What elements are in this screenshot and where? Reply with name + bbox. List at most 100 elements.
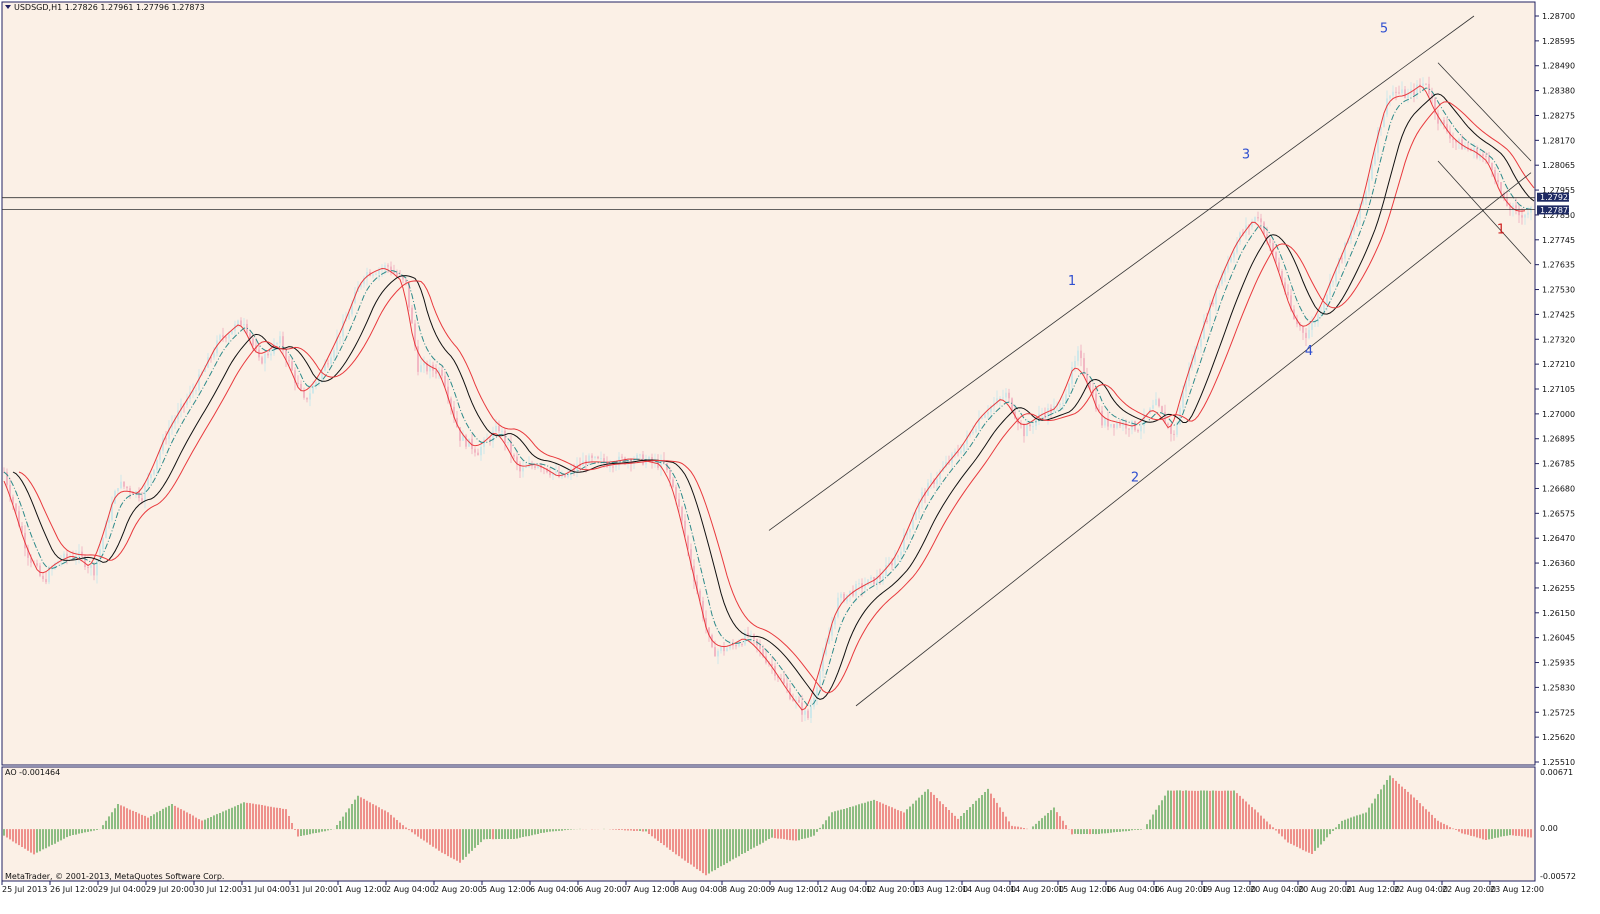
candle-body [465, 435, 467, 447]
candle-body [402, 275, 404, 280]
candle-body [1326, 294, 1328, 304]
candle-body [834, 616, 836, 625]
candle-body [1062, 403, 1064, 405]
candle-body [390, 266, 392, 272]
candle-body [564, 474, 566, 477]
candle-body [1392, 91, 1394, 96]
candle-body [972, 432, 974, 434]
candle-body [483, 439, 485, 447]
candle-body [1290, 295, 1292, 310]
time-tick-label: 22 Aug 20:00 [1442, 885, 1496, 894]
candle-body [852, 590, 854, 596]
time-tick-label: 6 Aug 04:00 [530, 885, 579, 894]
candle-body [444, 375, 446, 387]
candle-body [1233, 252, 1235, 258]
candle-body [999, 397, 1001, 399]
candle-body [1125, 422, 1127, 429]
ao-indicator-area[interactable] [1, 766, 1536, 882]
candle-body [804, 710, 806, 715]
candle-body [270, 353, 272, 356]
candle-body [1059, 403, 1061, 405]
ao-histogram [3, 775, 1532, 876]
wave-label-2: 2 [1131, 470, 1139, 485]
candle-body [828, 635, 830, 645]
price-tick-label: 1.27320 [1542, 335, 1575, 344]
price-tick-label: 1.27635 [1542, 261, 1575, 270]
candle-body [387, 265, 389, 267]
candle-body [1302, 326, 1304, 333]
candle-body [156, 459, 158, 470]
price-tick-label: 1.28595 [1542, 37, 1575, 46]
candle-body [684, 520, 686, 537]
candle-body [957, 451, 959, 453]
candle-body [108, 519, 110, 523]
candle-body [735, 645, 737, 647]
candle-body [903, 534, 905, 552]
time-axis[interactable]: 25 Jul 2013 26 Jul 12:00 29 Jul 04:00 29 Ju… [1, 881, 1544, 894]
time-tick-label: 31 Jul 20:00 [290, 885, 338, 894]
candle-body [147, 478, 149, 486]
trendlines-layer[interactable] [2, 15, 1535, 707]
price-chart-area[interactable] [1, 1, 1536, 766]
candle-body [1398, 92, 1400, 94]
candle-body [561, 474, 563, 477]
candle-body [573, 468, 575, 472]
candle-body [261, 357, 263, 364]
candle-body [1047, 408, 1049, 418]
candle-body [741, 644, 743, 646]
candle-body [96, 560, 98, 576]
candle-body [447, 386, 449, 399]
candle-body [750, 634, 752, 636]
candle-body [936, 478, 938, 484]
candle-body [1071, 367, 1073, 384]
candle-body [1272, 242, 1274, 253]
candle-body [1176, 424, 1178, 435]
candle-body [312, 385, 314, 394]
candle-body [1512, 205, 1514, 211]
candle-body [552, 472, 554, 476]
candle-body [1026, 424, 1028, 437]
candle-body [492, 431, 494, 442]
candle-body [1437, 113, 1439, 124]
candle-body [930, 480, 932, 483]
candle-body [1239, 232, 1241, 243]
candle-body [1473, 148, 1475, 151]
candle-body [324, 363, 326, 371]
candle-body [414, 323, 416, 347]
candle-body [348, 314, 350, 320]
candle-body [891, 563, 893, 566]
candle-body [1518, 208, 1520, 216]
candle-body [45, 579, 47, 583]
candle-body [1365, 191, 1367, 200]
candle-body [339, 336, 341, 338]
candle-body [30, 557, 32, 563]
candle-body [1200, 338, 1202, 347]
symbol-dropdown-icon[interactable] [5, 5, 11, 9]
candle-body [780, 678, 782, 680]
price-axis[interactable]: 1.28700 1.28595 1.28490 1.28380 1.28275 1.281… [1535, 12, 1575, 767]
candle-body [771, 663, 773, 666]
candle-body [897, 555, 899, 558]
candle-body [621, 456, 623, 458]
candle-body [954, 451, 956, 454]
candle-body [1407, 93, 1409, 98]
candle-body [159, 450, 161, 460]
candle-body [699, 590, 701, 601]
candle-body [1368, 179, 1370, 192]
candle-body [1206, 320, 1208, 322]
ao-axis-bottom: -0.00572 [1540, 872, 1576, 881]
candle-body [669, 469, 671, 480]
candle-body [1443, 119, 1445, 124]
candle-body [237, 320, 239, 325]
candle-body [843, 593, 845, 602]
candle-body [303, 390, 305, 398]
ao-axis-top: 0.00671 [1540, 768, 1573, 777]
candle-body [273, 344, 275, 354]
candle-body [981, 417, 983, 419]
candle-body [123, 481, 125, 487]
candle-body [1422, 83, 1424, 86]
candle-body [498, 426, 500, 432]
candle-body [195, 390, 197, 392]
candle-body [1182, 391, 1184, 408]
